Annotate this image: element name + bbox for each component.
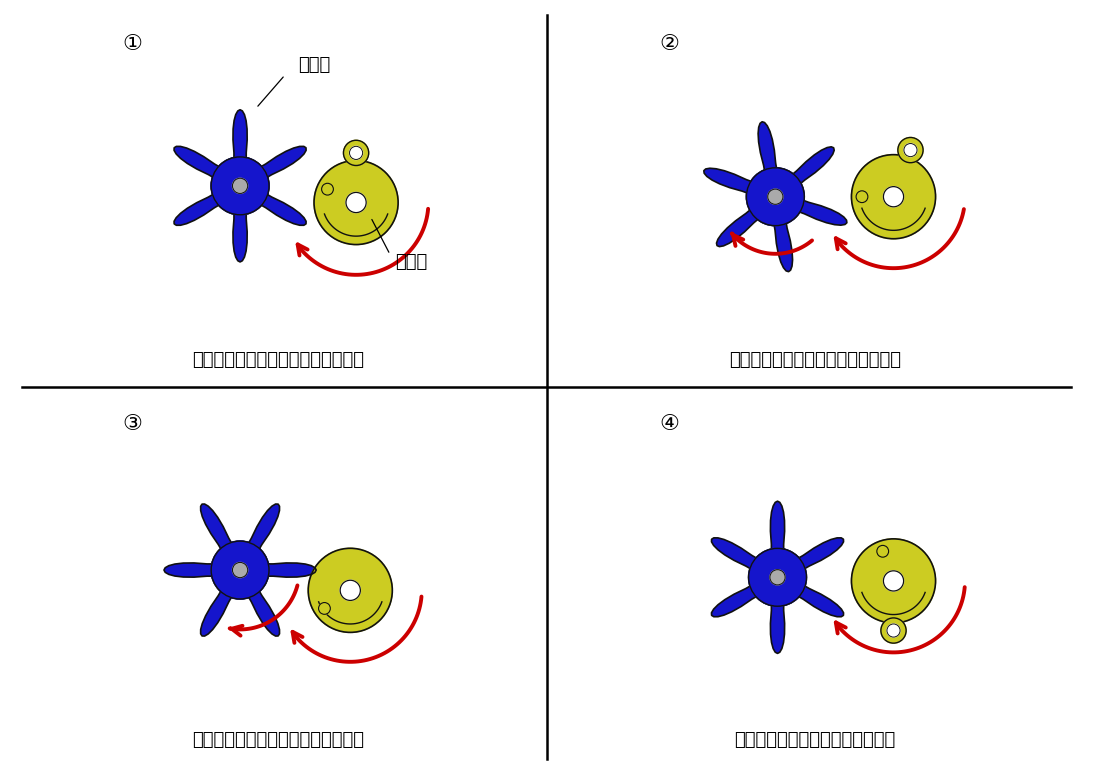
Text: 原動節だけが回り従動節は回らない: 原動節だけが回り従動節は回らない <box>191 351 364 369</box>
Circle shape <box>897 138 924 163</box>
Text: 溝にピンが入り従動節も回り始める: 溝にピンが入り従動節も回り始める <box>729 351 902 369</box>
Circle shape <box>321 183 333 195</box>
Circle shape <box>308 548 392 632</box>
Circle shape <box>318 602 330 615</box>
Circle shape <box>769 570 785 585</box>
Circle shape <box>314 160 398 245</box>
Circle shape <box>346 193 366 213</box>
Text: ④: ④ <box>659 414 680 434</box>
Circle shape <box>747 168 804 226</box>
Circle shape <box>883 187 904 207</box>
Circle shape <box>877 546 889 557</box>
Circle shape <box>233 563 248 577</box>
Circle shape <box>881 618 906 643</box>
Circle shape <box>886 624 900 637</box>
Polygon shape <box>712 502 844 653</box>
Polygon shape <box>174 110 306 262</box>
Text: ③: ③ <box>122 414 142 434</box>
Circle shape <box>767 189 783 204</box>
Circle shape <box>856 191 868 203</box>
Polygon shape <box>704 122 847 272</box>
Circle shape <box>904 143 917 156</box>
Circle shape <box>749 548 807 606</box>
Circle shape <box>340 580 361 601</box>
Text: 従動節: 従動節 <box>298 56 330 74</box>
Circle shape <box>350 146 363 159</box>
Circle shape <box>851 155 936 238</box>
Circle shape <box>233 178 248 194</box>
Text: 原動節: 原動節 <box>396 253 427 271</box>
Text: ①: ① <box>122 33 142 53</box>
Text: ②: ② <box>659 33 680 53</box>
Circle shape <box>851 539 936 623</box>
Circle shape <box>883 570 904 591</box>
Text: 溝からピンが抜けるまで回り続ける: 溝からピンが抜けるまで回り続ける <box>191 731 364 749</box>
Circle shape <box>211 541 269 599</box>
Circle shape <box>343 140 368 166</box>
Polygon shape <box>164 504 316 636</box>
Text: ピンが抜けきると従動節は止まる: ピンが抜けきると従動節は止まる <box>734 731 896 749</box>
Circle shape <box>211 157 269 214</box>
